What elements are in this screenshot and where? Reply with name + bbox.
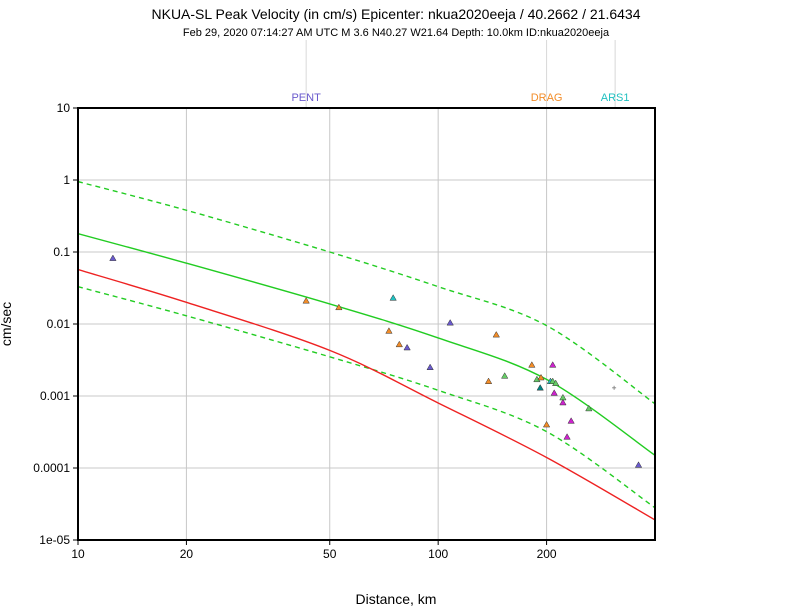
solid-curve bbox=[78, 268, 655, 521]
x-tick-label: 100 bbox=[428, 547, 448, 561]
chart-subtitle: Feb 29, 2020 07:14:27 AM UTC M 3.6 N40.2… bbox=[183, 27, 610, 39]
data-point bbox=[550, 389, 558, 396]
data-point bbox=[426, 363, 434, 370]
data-point bbox=[634, 461, 643, 468]
attenuation-curves bbox=[78, 180, 655, 521]
station-label: DRAG bbox=[531, 92, 563, 104]
x-tick-label: 200 bbox=[537, 547, 557, 561]
y-tick-label: 0.01 bbox=[47, 317, 71, 331]
y-tick-label: 1 bbox=[63, 173, 70, 187]
x-axis-ticks: 10 20 50 100 200 bbox=[71, 540, 557, 561]
data-point bbox=[335, 303, 343, 311]
data-point bbox=[389, 294, 397, 301]
y-tick-label: 0.0001 bbox=[33, 461, 70, 475]
dashed-curve bbox=[78, 180, 655, 405]
data-point bbox=[542, 420, 551, 428]
station-marker-lines bbox=[305, 40, 616, 108]
data-point bbox=[302, 297, 310, 304]
y-tick-label: 10 bbox=[57, 101, 71, 115]
station-labels: PENT DRAG ARS1 bbox=[291, 92, 629, 104]
y-tick-label: 1e-05 bbox=[39, 533, 70, 547]
data-point bbox=[403, 343, 411, 351]
data-point bbox=[537, 373, 545, 381]
y-tick-label: 0.1 bbox=[53, 245, 70, 259]
y-axis-ticks: 10 1 0.1 0.01 0.001 0.0001 1e-05 bbox=[33, 101, 78, 547]
data-point bbox=[549, 361, 557, 368]
data-point bbox=[395, 340, 403, 348]
station-label: ARS1 bbox=[601, 92, 630, 104]
data-point bbox=[109, 254, 117, 261]
data-point bbox=[528, 361, 536, 368]
data-point bbox=[385, 327, 393, 334]
x-tick-label: 50 bbox=[323, 547, 337, 561]
data-point bbox=[446, 319, 454, 326]
y-axis-label: cm/sec bbox=[0, 302, 14, 346]
data-point bbox=[585, 404, 593, 412]
x-axis-label: Distance, km bbox=[356, 591, 437, 607]
data-point bbox=[484, 377, 493, 384]
data-point bbox=[492, 331, 500, 338]
y-tick-label: 0.001 bbox=[40, 389, 70, 403]
chart-title: NKUA-SL Peak Velocity (in cm/s) Epicente… bbox=[152, 6, 641, 22]
data-point bbox=[559, 398, 567, 406]
data-point bbox=[501, 372, 509, 379]
x-tick-label: 20 bbox=[180, 547, 194, 561]
data-point bbox=[536, 384, 544, 391]
data-point bbox=[563, 433, 571, 440]
data-point bbox=[552, 379, 560, 386]
data-point bbox=[612, 385, 617, 390]
data-points bbox=[109, 254, 643, 468]
data-point bbox=[567, 417, 575, 424]
station-label: PENT bbox=[291, 92, 321, 104]
solid-curve bbox=[78, 232, 655, 456]
dashed-curve bbox=[78, 285, 655, 509]
x-tick-label: 10 bbox=[71, 547, 85, 561]
grid-lines bbox=[77, 107, 655, 541]
